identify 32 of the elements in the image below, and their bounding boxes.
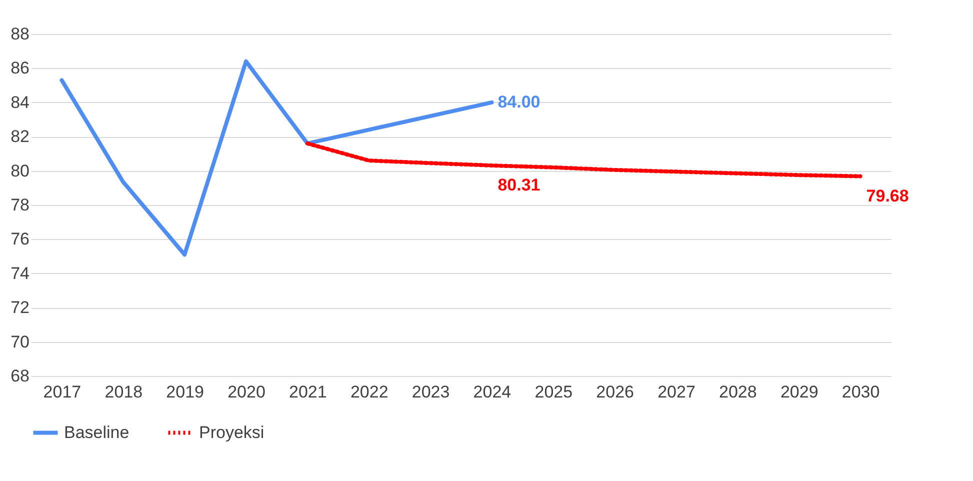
data-label: 80.31: [498, 176, 540, 194]
y-tick-label: 82: [10, 127, 30, 146]
line-series: [305, 141, 862, 178]
legend-label: Baseline: [64, 422, 130, 442]
data-label: 84.00: [498, 92, 540, 112]
x-tick-label: 2019: [166, 382, 204, 402]
y-tick-label: 68: [10, 366, 30, 386]
x-tick-label: 2021: [289, 382, 327, 402]
x-tick-label: 2027: [658, 382, 696, 402]
x-tick-label: 2026: [596, 382, 634, 402]
y-tick-label: 86: [10, 58, 30, 78]
x-tick-label: 2023: [412, 382, 450, 402]
x-tick-label: 2030: [842, 382, 880, 402]
y-tick-label: 72: [10, 298, 30, 318]
data-label: 79.68: [866, 186, 909, 206]
y-tick-label: 88: [10, 24, 30, 44]
y-tick-label: 80: [10, 161, 30, 180]
x-tick-label: 2025: [534, 382, 573, 402]
x-tick-label: 2020: [228, 382, 266, 402]
x-tick-label: 2017: [43, 382, 82, 402]
x-tick-label: 2028: [719, 382, 757, 402]
x-tick-label: 2024: [473, 382, 512, 402]
y-tick-label: 70: [10, 332, 30, 352]
y-tick-label: 84: [10, 92, 30, 112]
line-series: [60, 59, 494, 257]
x-tick-label: 2029: [780, 382, 818, 402]
legend-label: Proyeksi: [199, 422, 264, 442]
y-tick-label: 74: [10, 264, 30, 283]
x-tick-label: 2022: [350, 382, 388, 402]
x-tick-label: 2018: [104, 382, 143, 402]
y-tick-label: 76: [10, 230, 30, 249]
y-tick-label: 78: [10, 196, 30, 214]
